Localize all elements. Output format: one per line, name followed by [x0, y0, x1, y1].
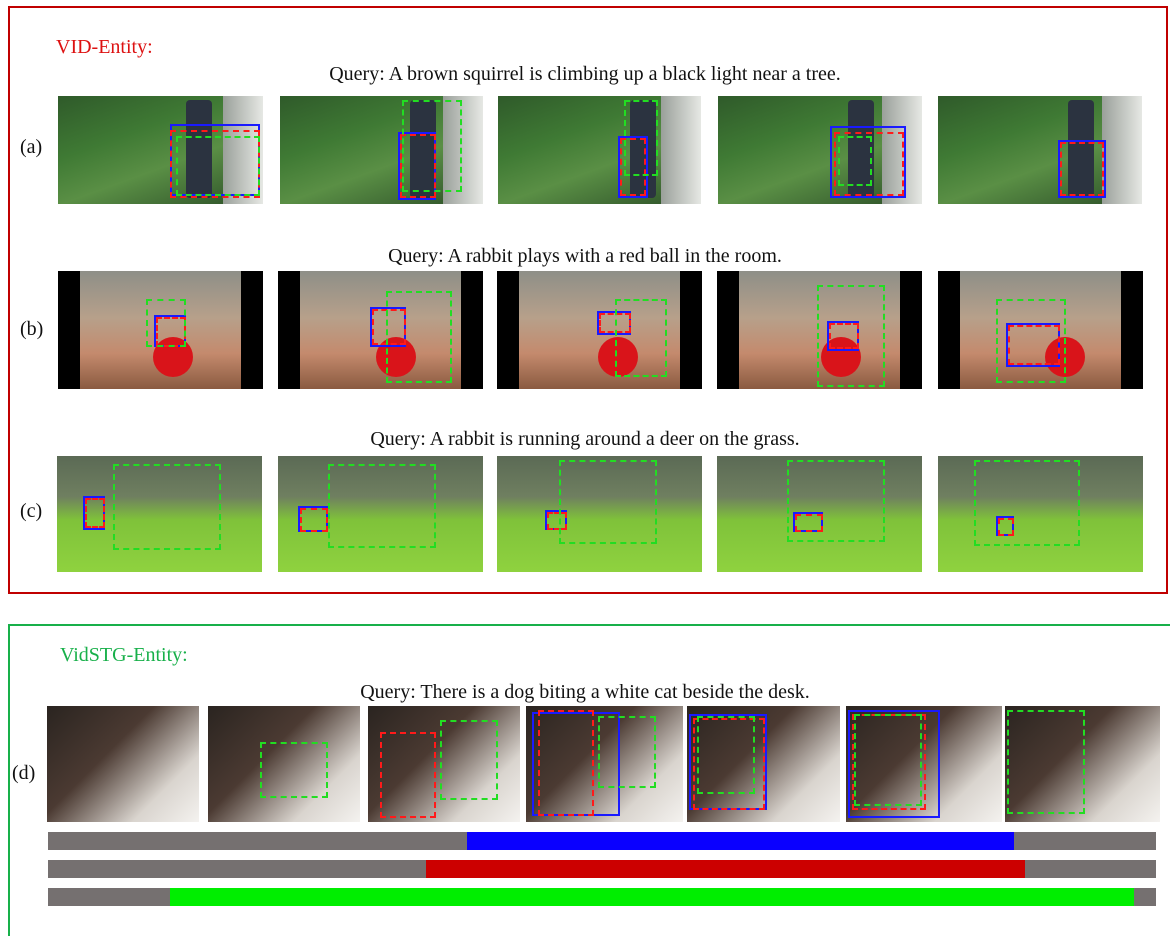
row-label-b: (b)	[20, 318, 44, 340]
video-frame-d-3	[368, 706, 520, 822]
ground-truth-box	[372, 309, 406, 345]
predicted-box	[848, 710, 940, 818]
ground-truth-box	[85, 498, 105, 528]
vidstg-entity-panel	[8, 624, 1170, 936]
row-label-c: (c)	[20, 500, 43, 522]
baseline-box	[146, 299, 186, 347]
video-frame-d-6	[846, 706, 1002, 822]
temporal-segment-2	[425, 860, 1026, 878]
video-frame-a-2	[280, 96, 483, 204]
video-frame-d-5	[687, 706, 840, 822]
baseline-box	[402, 100, 462, 192]
query-d: Query: There is a dog biting a white cat…	[360, 681, 810, 703]
baseline-box	[838, 136, 872, 186]
ground-truth-box	[300, 508, 328, 532]
video-frame-c-2	[278, 456, 483, 572]
video-frame-a-3	[498, 96, 701, 204]
baseline-box	[386, 291, 452, 383]
baseline-box	[787, 460, 885, 542]
video-frame-d-2	[208, 706, 360, 822]
temporal-bar-3	[48, 888, 1156, 906]
baseline-box	[996, 299, 1066, 383]
baseline-box	[598, 716, 656, 788]
vidstg-entity-title: VidSTG-Entity:	[60, 644, 188, 666]
baseline-box	[328, 464, 436, 548]
baseline-box	[697, 716, 755, 794]
query-b: Query: A rabbit plays with a red ball in…	[388, 245, 782, 267]
query-a: Query: A brown squirrel is climbing up a…	[329, 63, 841, 85]
ground-truth-box	[380, 732, 436, 818]
video-frame-b-3	[497, 271, 702, 389]
ground-truth-box	[693, 718, 765, 810]
video-frame-c-5	[938, 456, 1143, 572]
predicted-box	[1058, 140, 1106, 198]
baseline-box	[440, 720, 498, 800]
baseline-box	[817, 285, 885, 387]
baseline-box	[176, 136, 260, 196]
video-frame-b-4	[717, 271, 922, 389]
ground-truth-box	[834, 132, 904, 196]
vid-entity-panel	[8, 6, 1168, 594]
baseline-box	[615, 299, 667, 377]
ground-truth-box	[795, 514, 823, 532]
video-frame-d-4	[526, 706, 683, 822]
ground-truth-box	[1060, 142, 1104, 196]
video-frame-b-2	[278, 271, 483, 389]
video-frame-b-5	[938, 271, 1143, 389]
ground-truth-box	[620, 138, 646, 196]
baseline-box	[624, 100, 658, 176]
ground-truth-box	[1008, 325, 1060, 365]
row-label-a: (a)	[20, 136, 43, 158]
baseline-box	[260, 742, 328, 798]
baseline-box	[559, 460, 657, 544]
video-frame-a-4	[718, 96, 922, 204]
ground-truth-box	[547, 512, 567, 530]
row-label-d: (d)	[12, 762, 36, 784]
video-frame-d-7	[1005, 706, 1160, 822]
query-c: Query: A rabbit is running around a deer…	[370, 428, 800, 450]
baseline-box	[974, 460, 1080, 546]
ground-truth-box	[998, 518, 1014, 536]
baseline-box	[113, 464, 221, 550]
temporal-segment-1	[466, 832, 1015, 850]
video-frame-c-3	[497, 456, 702, 572]
temporal-segment-3	[169, 888, 1134, 906]
video-frame-b-1	[58, 271, 263, 389]
baseline-box	[1007, 710, 1085, 814]
ground-truth-box	[400, 134, 436, 198]
video-frame-a-5	[938, 96, 1142, 204]
video-frame-a-1	[58, 96, 263, 204]
ground-truth-box	[829, 323, 859, 349]
baseline-box	[854, 714, 922, 806]
temporal-bar-2	[48, 860, 1156, 878]
video-frame-c-4	[717, 456, 922, 572]
vid-entity-title: VID-Entity:	[56, 36, 153, 58]
temporal-bar-1	[48, 832, 1156, 850]
video-frame-c-1	[57, 456, 262, 572]
predicted-box	[618, 136, 648, 198]
predicted-box	[830, 126, 906, 198]
ground-truth-box	[538, 710, 594, 816]
video-frame-d-1	[47, 706, 199, 822]
